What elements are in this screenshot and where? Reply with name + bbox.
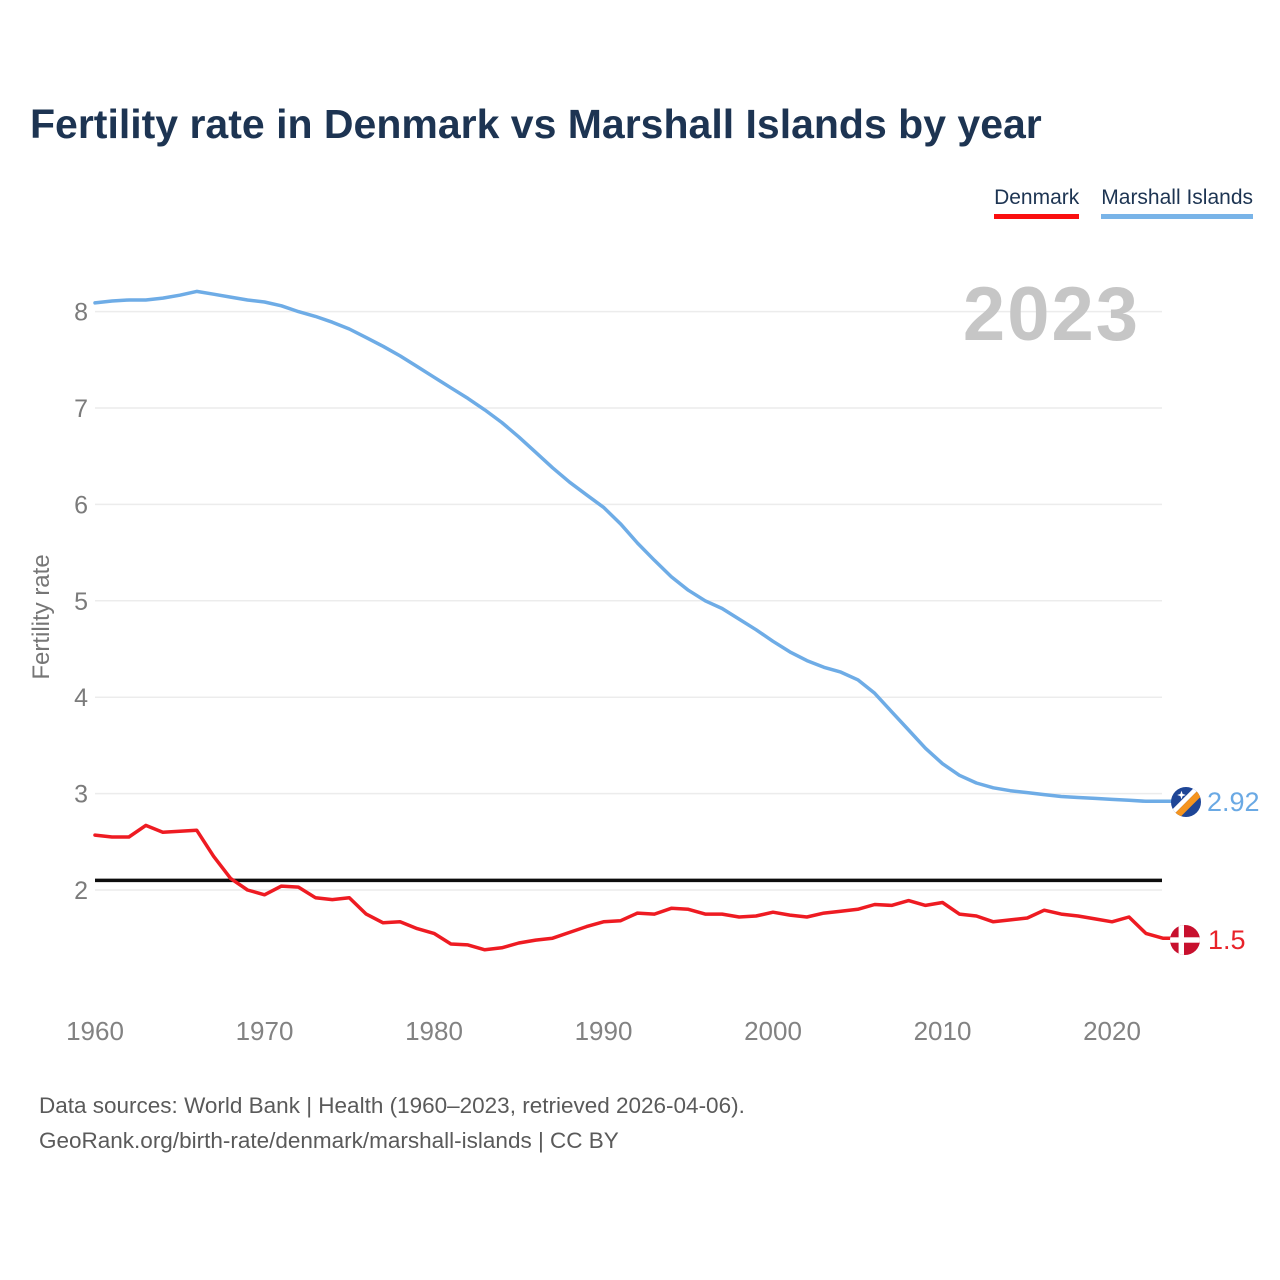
denmark-flag-icon: [1170, 925, 1200, 955]
series-line-marshall-islands: [93, 289, 1188, 804]
marshall-islands-flag-icon: [1171, 787, 1201, 817]
x-tick-label-1960: 1960: [66, 1016, 124, 1046]
y-tick-label-8: 8: [74, 299, 88, 327]
page-title: Fertility rate in Denmark vs Marshall Is…: [30, 101, 1042, 147]
legend-underline-denmark: [994, 214, 1080, 219]
y-tick-label-6: 6: [74, 491, 88, 519]
y-tick-label-4: 4: [74, 684, 88, 712]
x-tick-label-1970: 1970: [236, 1016, 294, 1046]
footer: Data sources: World Bank | Health (1960–…: [39, 1088, 745, 1158]
x-tick-label-1980: 1980: [405, 1016, 463, 1046]
legend-underline-marshall-islands: [1101, 214, 1253, 219]
x-tick-label-1990: 1990: [575, 1016, 633, 1046]
footer-line-1: Data sources: World Bank | Health (1960–…: [39, 1093, 745, 1118]
legend-item-marshall-islands[interactable]: Marshall Islands: [1101, 186, 1253, 219]
y-axis-title: Fertility rate: [28, 554, 55, 680]
denmark-value-label: 1.5: [1208, 925, 1246, 955]
legend: Denmark Marshall Islands: [994, 186, 1253, 219]
legend-item-denmark[interactable]: Denmark: [994, 186, 1080, 219]
footer-line-2: GeoRank.org/birth-rate/denmark/marshall-…: [39, 1128, 619, 1153]
y-tick-label-5: 5: [74, 588, 88, 616]
legend-label-denmark: Denmark: [994, 186, 1080, 209]
y-tick-label-7: 7: [74, 395, 88, 423]
legend-label-marshall-islands: Marshall Islands: [1101, 186, 1253, 209]
x-tick-label-2000: 2000: [744, 1016, 802, 1046]
x-tick-label-2020: 2020: [1083, 1016, 1141, 1046]
series-line-denmark: [93, 823, 1188, 952]
y-tick-label-3: 3: [74, 781, 88, 809]
y-tick-label-2: 2: [74, 877, 88, 905]
marshall-islands-value-label: 2.92: [1207, 787, 1260, 817]
x-tick-label-2010: 2010: [914, 1016, 972, 1046]
year-watermark: 2023: [962, 272, 1140, 357]
